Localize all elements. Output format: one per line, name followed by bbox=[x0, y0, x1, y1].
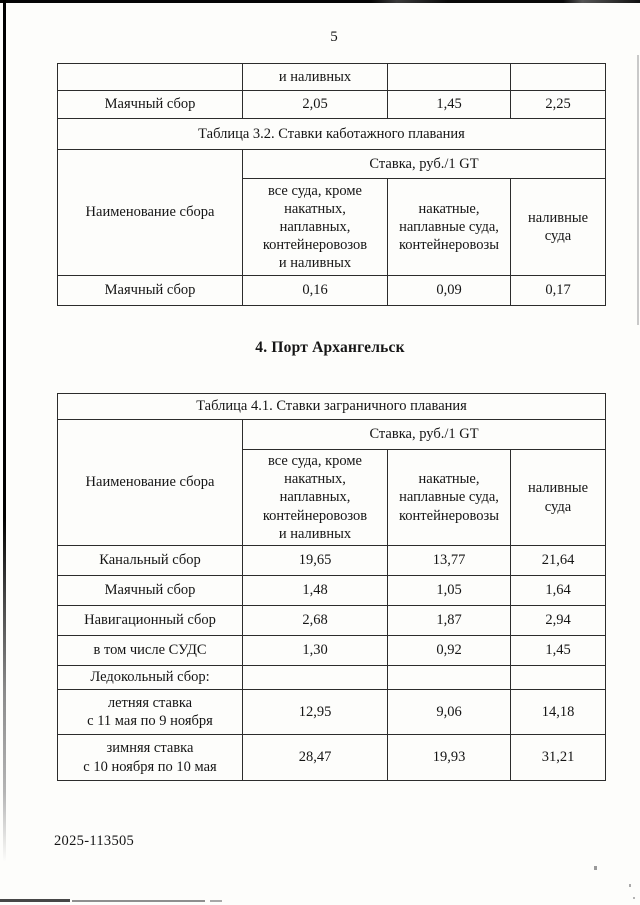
scan-edge-right bbox=[637, 55, 639, 325]
scan-speck bbox=[594, 866, 597, 870]
table-caption-row: Таблица 3.2. Ставки каботажного плавания bbox=[57, 118, 606, 150]
table-row: Ледокольный сбор: bbox=[57, 665, 607, 690]
rate-value-cell: 2,25 bbox=[510, 90, 606, 119]
scan-speck bbox=[633, 897, 635, 899]
page-number: 5 bbox=[330, 29, 338, 45]
fee-name-cell: Маячный сбор bbox=[57, 275, 243, 306]
table-row: Маячный сбор 2,05 1,45 2,25 bbox=[57, 90, 606, 119]
rate-value-cell: 0,16 bbox=[242, 275, 388, 306]
rate-value-cell: 1,30 bbox=[242, 635, 388, 666]
empty-cell bbox=[510, 63, 606, 91]
rate-value-cell: 9,06 bbox=[387, 689, 511, 735]
column-header-name: Наименование сбора bbox=[57, 419, 243, 546]
rate-value-cell: 2,05 bbox=[242, 90, 388, 119]
rate-value-cell: 2,68 bbox=[242, 605, 388, 636]
rate-value-cell: 19,93 bbox=[387, 734, 511, 781]
document-footer-code: 2025-113505 bbox=[54, 833, 135, 849]
table-caption-row: Таблица 4.1. Ставки заграничного плавани… bbox=[56, 393, 607, 420]
fee-name-cell: Маячный сбор bbox=[57, 575, 243, 606]
scan-edge-bottom bbox=[210, 900, 222, 902]
empty-cell bbox=[57, 63, 243, 91]
rate-value-cell: 2,94 bbox=[509, 605, 607, 636]
rate-value-cell bbox=[387, 665, 511, 690]
table-row: Навигационный сбор 2,68 1,87 2,94 bbox=[57, 605, 607, 636]
table-4-1: Таблица 4.1. Ставки заграничного плавани… bbox=[56, 393, 607, 781]
subheader-roro: накатные, наплавные суда, контейнеровозы bbox=[387, 178, 511, 276]
table-row: в том числе СУДС 1,30 0,92 1,45 bbox=[57, 635, 607, 666]
table-header-row: Наименование сбора Ставка, руб./1 GT bbox=[57, 419, 607, 546]
table-row: Маячный сбор 0,16 0,09 0,17 bbox=[57, 275, 606, 306]
scan-edge-left bbox=[3, 0, 6, 862]
scan-speck bbox=[629, 884, 631, 887]
column-header-rate: Ставка, руб./1 GT bbox=[242, 149, 606, 179]
rate-value-cell: 1,45 bbox=[509, 635, 607, 666]
table-header-row: Наименование сбора Ставка, руб./1 GT bbox=[57, 149, 606, 276]
continuation-text-cell: и наливных bbox=[242, 63, 388, 91]
fee-name-cell: зимняя ставка с 10 ноября по 10 мая bbox=[57, 734, 243, 781]
column-header-rate: Ставка, руб./1 GT bbox=[241, 419, 607, 450]
rate-value-cell: 1,64 bbox=[509, 575, 607, 606]
rate-value-cell: 31,21 bbox=[509, 734, 607, 781]
rate-value-cell bbox=[242, 665, 388, 690]
rate-value-cell: 1,48 bbox=[242, 575, 388, 606]
table-caption: Таблица 4.1. Ставки заграничного плавани… bbox=[56, 393, 607, 420]
rate-value-cell: 13,77 bbox=[387, 545, 511, 576]
table-row: летняя ставка с 11 мая по 9 ноября 12,95… bbox=[57, 689, 607, 735]
table-row: зимняя ставка с 10 ноября по 10 мая 28,4… bbox=[57, 734, 607, 781]
subheader-roro: накатные, наплавные суда, контейнеровозы bbox=[387, 449, 511, 546]
table-row: Маячный сбор 1,48 1,05 1,64 bbox=[57, 575, 607, 606]
table-row-continuation: и наливных bbox=[57, 63, 606, 91]
rate-value-cell: 1,45 bbox=[387, 90, 511, 119]
fee-name-cell: в том числе СУДС bbox=[57, 635, 243, 666]
subheader-all-ships: все суда, кроме накатных, наплавных, кон… bbox=[242, 449, 388, 546]
scan-edge-top bbox=[0, 0, 640, 3]
subheader-tankers: наливные суда bbox=[509, 449, 607, 546]
rate-value-cell: 0,09 bbox=[387, 275, 511, 306]
rate-value-cell: 14,18 bbox=[509, 689, 607, 735]
rate-value-cell: 1,87 bbox=[387, 605, 511, 636]
rate-value-cell: 21,64 bbox=[509, 545, 607, 576]
rate-value-cell: 19,65 bbox=[242, 545, 388, 576]
fee-name-cell: летняя ставка с 11 мая по 9 ноября bbox=[57, 689, 243, 735]
fee-name-cell: Маячный сбор bbox=[57, 90, 243, 119]
rate-value-cell bbox=[509, 665, 607, 690]
rate-value-cell: 0,92 bbox=[387, 635, 511, 666]
scan-edge-bottom bbox=[0, 899, 70, 902]
section-heading: 4. Порт Архангельск bbox=[255, 339, 405, 356]
table-row: Канальный сбор 19,65 13,77 21,64 bbox=[57, 545, 607, 576]
scan-edge-bottom bbox=[72, 900, 205, 902]
table-subheader-row: все суда, кроме накатных, наплавных, кон… bbox=[58, 178, 606, 276]
table-subheader-row: все суда, кроме накатных, наплавных, кон… bbox=[58, 449, 607, 546]
subheader-tankers: наливные суда bbox=[510, 178, 606, 276]
fee-name-cell: Канальный сбор bbox=[57, 545, 243, 576]
rate-value-cell: 1,05 bbox=[387, 575, 511, 606]
fee-name-cell: Ледокольный сбор: bbox=[57, 665, 243, 690]
table-caption: Таблица 3.2. Ставки каботажного плавания bbox=[57, 118, 606, 150]
table-3-2: и наливных Маячный сбор 2,05 1,45 2,25 Т… bbox=[57, 63, 606, 306]
fee-name-cell: Навигационный сбор bbox=[57, 605, 243, 636]
subheader-all-ships: все суда, кроме накатных, наплавных, кон… bbox=[242, 178, 388, 276]
rate-value-cell: 28,47 bbox=[242, 734, 388, 781]
rate-value-cell: 0,17 bbox=[510, 275, 606, 306]
rate-value-cell: 12,95 bbox=[242, 689, 388, 735]
column-header-name: Наименование сбора bbox=[57, 149, 243, 276]
empty-cell bbox=[387, 63, 511, 91]
